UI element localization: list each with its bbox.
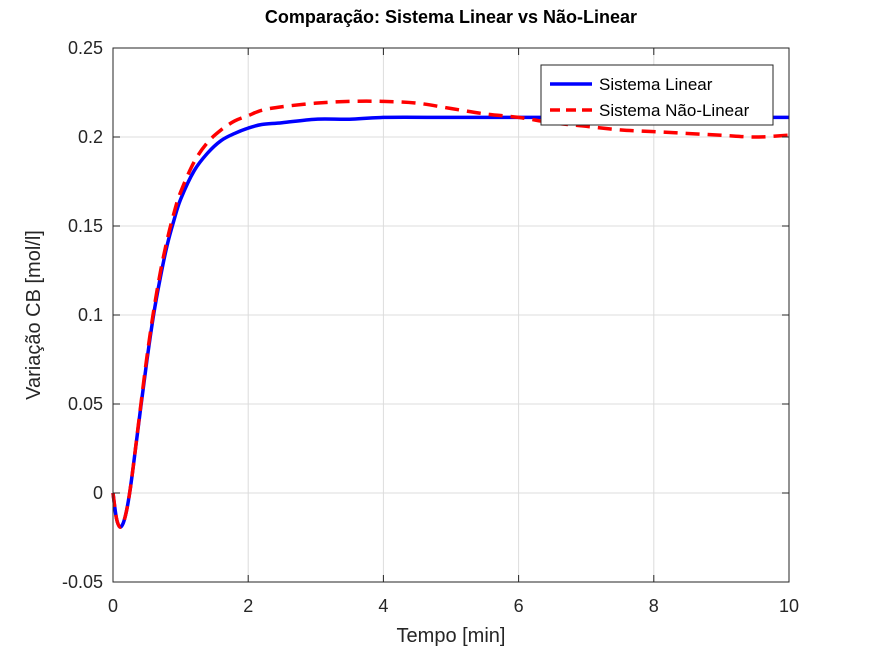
x-tick-label: 10 bbox=[779, 596, 799, 616]
y-tick-label: 0.1 bbox=[78, 305, 103, 325]
y-tick-label: 0.05 bbox=[68, 394, 103, 414]
x-tick-label: 6 bbox=[514, 596, 524, 616]
y-tick-label: 0.2 bbox=[78, 127, 103, 147]
legend-box bbox=[540, 64, 774, 126]
x-tick-label: 2 bbox=[243, 596, 253, 616]
x-tick-label: 0 bbox=[108, 596, 118, 616]
legend-label-linear: Sistema Linear bbox=[599, 75, 713, 94]
y-tick-label: 0.25 bbox=[68, 38, 103, 58]
series-layer bbox=[111, 99, 790, 529]
legend-label-nonlinear: Sistema Não-Linear bbox=[599, 101, 750, 120]
y-tick-label: 0 bbox=[93, 483, 103, 503]
x-tick-label: 8 bbox=[649, 596, 659, 616]
y-axis-label: Variação CB [mol/l] bbox=[23, 230, 45, 400]
chart-title: Comparação: Sistema Linear vs Não-Linear bbox=[265, 7, 637, 27]
series-line-nonlinear bbox=[111, 99, 790, 529]
grid bbox=[113, 48, 789, 582]
x-axis-label: Tempo [min] bbox=[397, 625, 506, 647]
legend: Sistema Linear Sistema Não-Linear bbox=[540, 64, 774, 126]
y-tick-label: -0.05 bbox=[62, 572, 103, 592]
y-tick-label: 0.15 bbox=[68, 216, 103, 236]
x-tick-label: 4 bbox=[378, 596, 388, 616]
